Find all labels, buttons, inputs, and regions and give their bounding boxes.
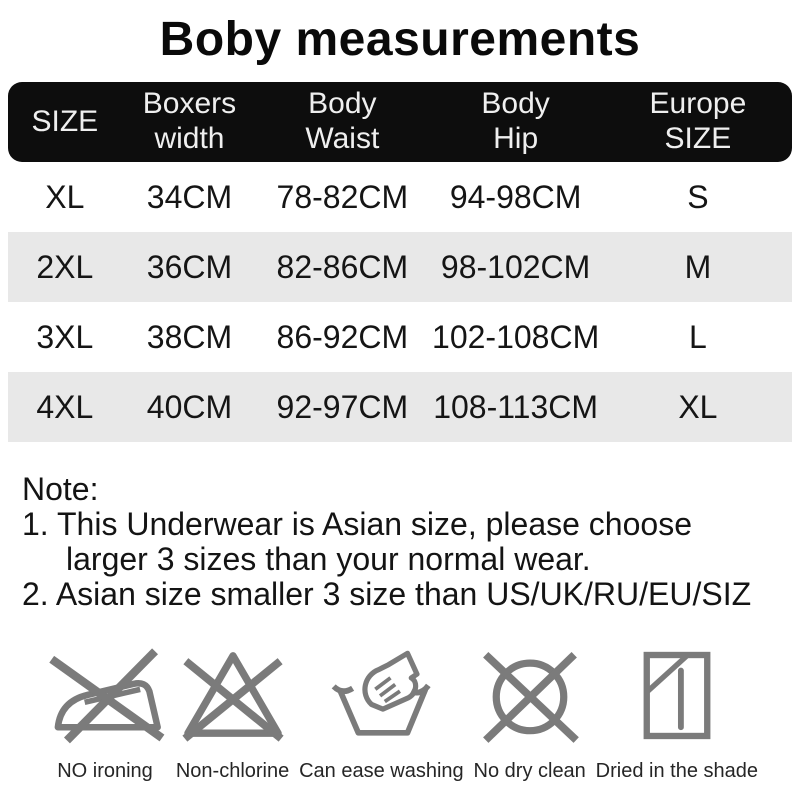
cell-body-hip: 98-102CM xyxy=(440,248,591,285)
cell-body-hip: 94-98CM xyxy=(449,178,582,215)
cell-body-hip: 102-108CM xyxy=(432,318,600,355)
cell-body-waist: 86-92CM xyxy=(276,318,409,355)
cell-body-waist: 92-97CM xyxy=(276,388,409,425)
care-item: Can ease washing xyxy=(299,644,464,783)
note-line: larger 3 sizes than your normal wear. xyxy=(66,541,591,577)
dried-in-shade-icon xyxy=(637,644,717,744)
table-row: 2XL 36CM 82-86CM 98-102CM M xyxy=(8,232,792,302)
hand-wash-icon xyxy=(328,644,434,744)
header-line: width xyxy=(154,122,225,155)
header-cell-europe-size: Europe SIZE xyxy=(604,87,792,157)
cell-size: 3XL xyxy=(36,318,94,355)
cell-europe-size: L xyxy=(688,318,707,355)
care-item: Dried in the shade xyxy=(596,644,758,783)
no-ironing-icon xyxy=(44,644,166,744)
care-label: No dry clean xyxy=(473,760,586,782)
header-cell-size: SIZE xyxy=(8,105,122,140)
cell-europe-size: M xyxy=(684,248,712,285)
no-dry-clean-icon xyxy=(476,644,584,744)
cell-size: XL xyxy=(45,178,85,215)
cell-boxers-width: 40CM xyxy=(146,388,233,425)
note-section: Note: 1. This Underwear is Asian size, p… xyxy=(22,472,786,612)
cell-europe-size: XL xyxy=(678,388,718,425)
header-line: Body xyxy=(481,87,550,121)
care-item: NO ironing xyxy=(44,644,166,783)
cell-body-hip: 108-113CM xyxy=(433,388,599,425)
header-line: Waist xyxy=(305,122,380,155)
note-heading: Note: xyxy=(22,471,99,507)
table-header-row: SIZE Boxers width Body Waist Body Hip Eu… xyxy=(8,82,792,162)
size-chart-page: Boby measurements SIZE Boxers width Body… xyxy=(0,10,800,800)
size-table: SIZE Boxers width Body Waist Body Hip Eu… xyxy=(8,82,792,442)
header-line: Body xyxy=(308,87,377,121)
cell-boxers-width: 38CM xyxy=(146,318,233,355)
header-cell-body-hip: Body Hip xyxy=(427,87,603,157)
header-line: SIZE xyxy=(664,122,732,155)
cell-europe-size: S xyxy=(687,178,709,215)
cell-body-waist: 82-86CM xyxy=(276,248,409,285)
header-cell-body-waist: Body Waist xyxy=(257,87,427,157)
table-row: 3XL 38CM 86-92CM 102-108CM L xyxy=(8,302,792,372)
cell-boxers-width: 36CM xyxy=(146,248,233,285)
table-row: XL 34CM 78-82CM 94-98CM S xyxy=(8,162,792,232)
header-line: SIZE xyxy=(31,104,99,138)
care-item: Non-chlorine xyxy=(176,644,289,783)
note-line: 2. Asian size smaller 3 size than US/UK/… xyxy=(22,576,752,612)
table-row: 4XL 40CM 92-97CM 108-113CM XL xyxy=(8,372,792,442)
care-section: NO ironing Non-chlorine xyxy=(0,644,800,783)
header-line: Boxers xyxy=(142,87,237,121)
header-line: Hip xyxy=(493,122,539,155)
care-label: Non-chlorine xyxy=(175,760,290,782)
cell-boxers-width: 34CM xyxy=(146,178,233,215)
care-label: Can ease washing xyxy=(299,760,464,782)
cell-body-waist: 78-82CM xyxy=(276,178,409,215)
cell-size: 2XL xyxy=(36,248,94,285)
cell-size: 4XL xyxy=(36,388,94,425)
non-chlorine-icon xyxy=(178,644,288,744)
care-label: Dried in the shade xyxy=(595,760,758,782)
care-item: No dry clean xyxy=(474,644,586,783)
care-label: NO ironing xyxy=(57,760,153,782)
note-line: 1. This Underwear is Asian size, please … xyxy=(22,506,692,542)
page-title: Boby measurements xyxy=(159,13,641,66)
header-line: Europe xyxy=(649,87,747,121)
header-cell-boxers-width: Boxers width xyxy=(122,87,258,157)
